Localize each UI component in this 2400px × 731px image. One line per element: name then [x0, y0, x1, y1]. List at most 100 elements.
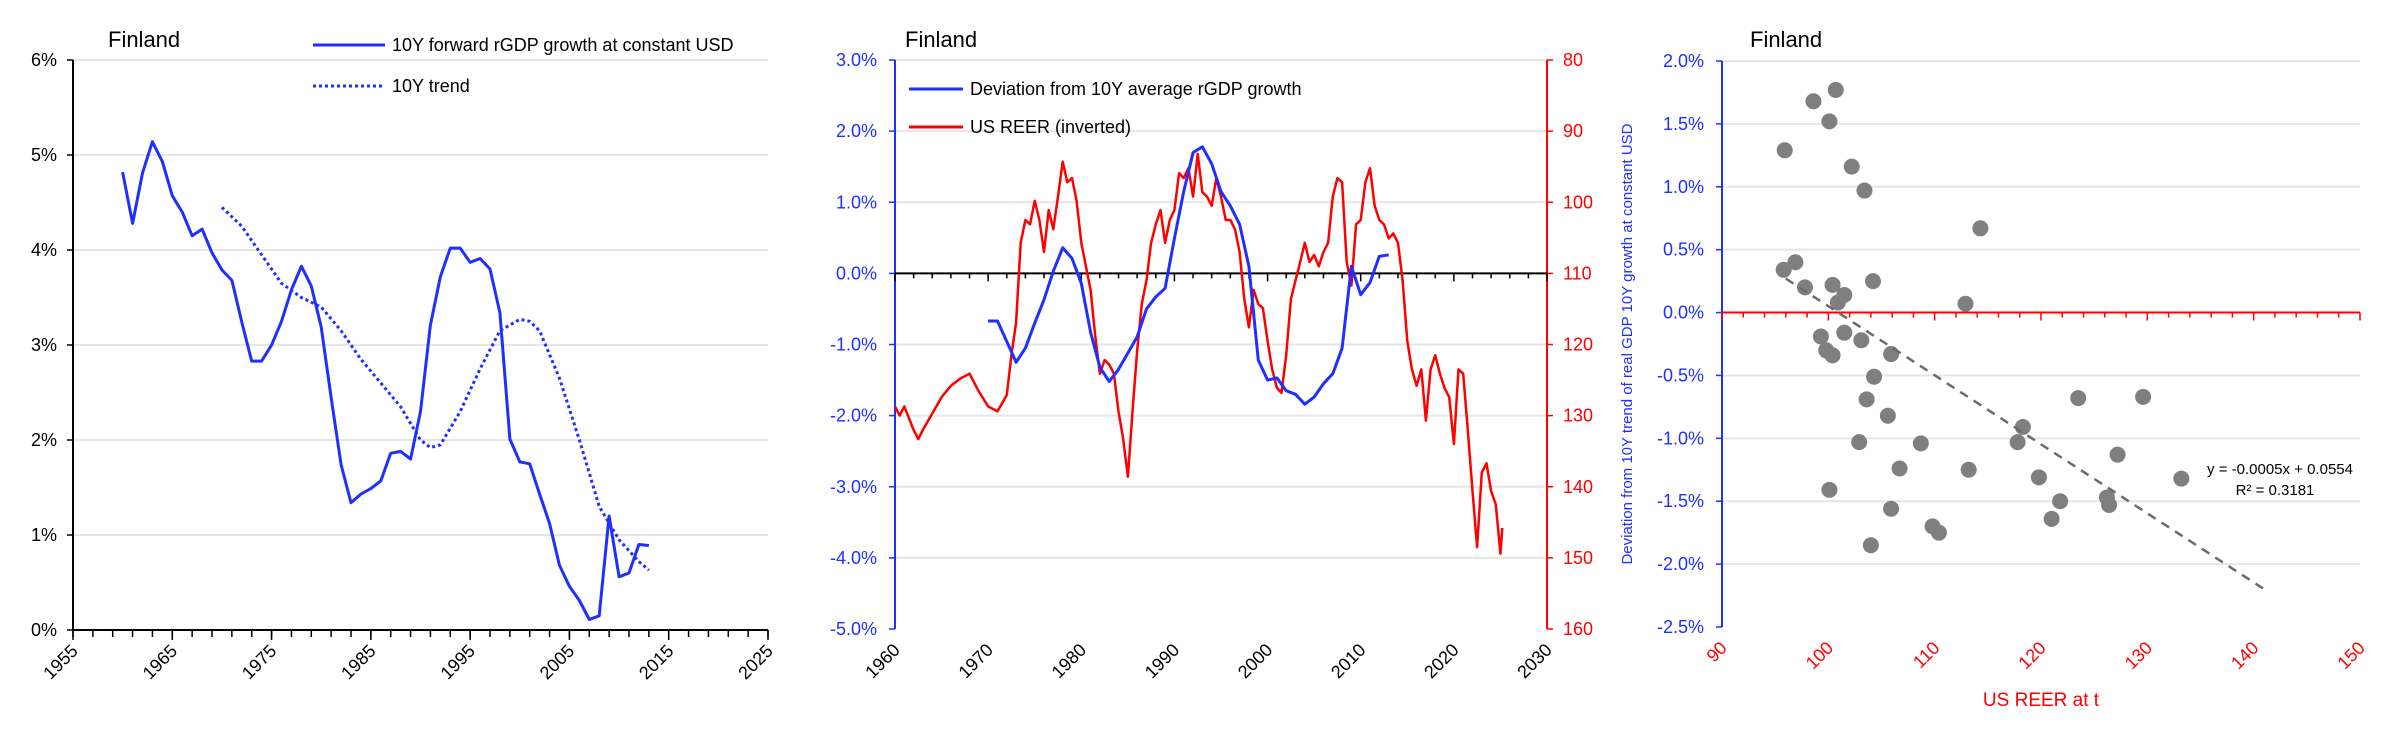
x-tick-label: 130	[2121, 638, 2156, 673]
y-axis-title: Deviation from 10Y trend of real GDP 10Y…	[1619, 123, 1636, 564]
y-tick-label: -2.5%	[1657, 617, 1704, 637]
y-tick-label: 6%	[31, 50, 57, 70]
scatter-point	[1864, 273, 1881, 290]
y-tick-label: -0.5%	[1657, 365, 1704, 385]
y-tick-label: 1.5%	[1663, 114, 1704, 134]
scatter-point	[2101, 496, 2118, 513]
legend-label: 10Y forward rGDP growth at constant USD	[392, 35, 734, 55]
y2-tick-label: 100	[1563, 192, 1593, 212]
scatter-point	[1856, 182, 1873, 199]
x-tick-label: 2000	[1234, 640, 1276, 682]
us-reer-series-line	[893, 152, 1504, 555]
y2-tick-label: 120	[1563, 335, 1593, 355]
y-tick-label: 4%	[31, 240, 57, 260]
x-tick-label: 2020	[1420, 640, 1462, 682]
scatter-point	[2030, 469, 2047, 486]
y-tick-label: -5.0%	[830, 619, 877, 639]
chart-title: Finland	[1750, 27, 1822, 52]
scatter-point	[1862, 537, 1879, 554]
x-tick-label: 90	[1703, 638, 1731, 666]
y-tick-label: -1.5%	[1657, 491, 1704, 511]
y-tick-label: 0.0%	[836, 263, 877, 283]
scatter-point	[1957, 295, 1974, 312]
growth-series-line	[121, 140, 650, 621]
scatter-point	[1821, 481, 1838, 498]
y-tick-label: 1.0%	[1663, 177, 1704, 197]
deviation-series-line	[988, 145, 1389, 406]
x-tick-label: 1960	[861, 640, 903, 682]
y-tick-label: 2%	[31, 430, 57, 450]
scatter-point	[1866, 368, 1883, 385]
y-tick-label: 0.0%	[1663, 303, 1704, 323]
scatter-point	[1805, 93, 1822, 110]
scatter-point	[1930, 524, 1947, 541]
x-tick-label: 1975	[238, 641, 280, 683]
scatter-point	[1879, 407, 1896, 424]
x-tick-label: 1955	[39, 641, 81, 683]
x-axis-title: US REER at t	[1983, 690, 2100, 711]
scatter-point	[2014, 419, 2031, 436]
scatter-point	[2173, 470, 2190, 487]
legend-label: US REER (inverted)	[970, 117, 1131, 137]
legend-label: 10Y trend	[392, 76, 470, 96]
scatter-point	[1821, 113, 1838, 130]
scatter-point	[2135, 388, 2152, 405]
x-tick-label: 1990	[1141, 640, 1183, 682]
scatter-point	[1836, 324, 1853, 341]
y-tick-label: -4.0%	[830, 548, 877, 568]
scatter-point	[1829, 294, 1846, 311]
y-tick-label: -1.0%	[830, 335, 877, 355]
x-tick-label: 1995	[437, 641, 479, 683]
y-tick-label: 1%	[31, 525, 57, 545]
x-tick-label: 2015	[635, 641, 677, 683]
y-tick-label: 3%	[31, 335, 57, 355]
x-tick-label: 100	[1802, 638, 1837, 673]
y2-tick-label: 140	[1563, 477, 1593, 497]
y-tick-label: -1.0%	[1657, 428, 1704, 448]
scatter-point	[1972, 220, 1989, 237]
y-tick-label: 0%	[31, 620, 57, 640]
scatter-point	[1891, 460, 1908, 477]
y-tick-label: 0.5%	[1663, 240, 1704, 260]
y-tick-label: 3.0%	[836, 50, 877, 70]
scatter-point	[2070, 390, 2087, 407]
scatter-point	[1796, 279, 1813, 296]
scatter-point	[1912, 435, 1929, 452]
scatter-point	[1812, 328, 1829, 345]
chart-title: Finland	[905, 27, 977, 52]
scatter-point	[1853, 332, 1870, 349]
y2-tick-label: 80	[1563, 50, 1583, 70]
y2-tick-label: 110	[1563, 263, 1592, 283]
x-tick-label: 1970	[955, 640, 997, 682]
x-tick-label: 140	[2227, 638, 2262, 673]
y-tick-label: 5%	[31, 145, 57, 165]
scatter-point	[1883, 500, 1900, 517]
x-tick-label: 2025	[734, 641, 776, 683]
y2-tick-label: 90	[1563, 121, 1583, 141]
scatter-point	[1883, 346, 1900, 363]
scatter-point	[1776, 142, 1793, 159]
scatter-point	[1824, 276, 1841, 293]
y2-tick-label: 160	[1563, 619, 1593, 639]
trend-equation: y = -0.0005x + 0.0554	[2207, 461, 2353, 478]
y-tick-label: 1.0%	[836, 192, 877, 212]
scatter-point	[2043, 510, 2060, 527]
y-tick-label: 2.0%	[836, 121, 877, 141]
scatter-point	[2052, 493, 2069, 510]
scatter-point	[1775, 261, 1792, 278]
y-tick-label: -2.0%	[830, 406, 877, 426]
trend-r-squared: R² = 0.3181	[2236, 482, 2315, 499]
y-tick-label: 2.0%	[1663, 51, 1704, 71]
y-tick-label: -3.0%	[830, 477, 877, 497]
scatter-point	[1960, 461, 1977, 478]
x-tick-label: 2005	[536, 641, 578, 683]
scatter-point	[1827, 81, 1844, 98]
x-tick-label: 1985	[337, 641, 379, 683]
y2-tick-label: 130	[1563, 406, 1593, 426]
legend-label: Deviation from 10Y average rGDP growth	[970, 79, 1302, 99]
y2-tick-label: 150	[1563, 548, 1593, 568]
x-tick-label: 120	[2014, 638, 2049, 673]
scatter-point	[1787, 254, 1804, 271]
